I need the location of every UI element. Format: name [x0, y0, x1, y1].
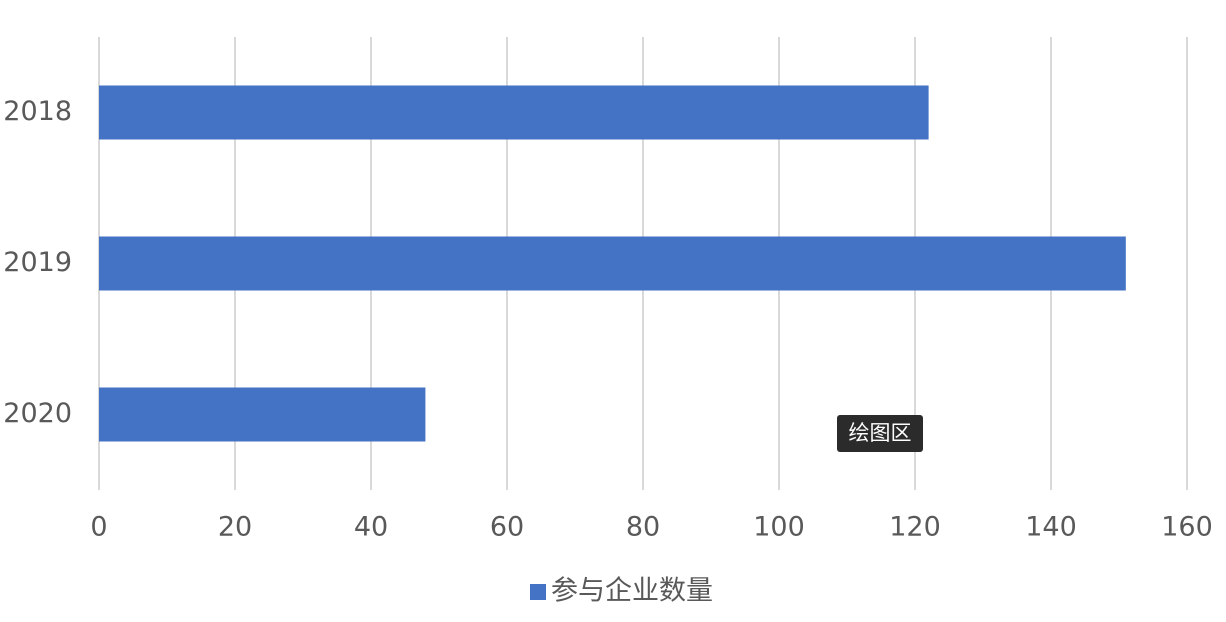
y-tick-label: 2020	[3, 398, 72, 429]
tooltip-text: 绘图区	[849, 421, 912, 445]
legend-label: 参与企业数量	[551, 576, 713, 607]
bar	[99, 85, 929, 140]
y-tick-label: 2018	[3, 96, 72, 127]
y-tick-label: 2019	[3, 247, 72, 278]
x-tick-label: 20	[218, 512, 252, 543]
x-tick-label: 100	[753, 512, 805, 543]
bar	[99, 387, 426, 442]
x-tick-label: 160	[1161, 512, 1213, 543]
legend-swatch	[530, 584, 546, 600]
x-tick-label: 80	[626, 512, 660, 543]
tooltip-box	[837, 415, 923, 452]
bar	[99, 236, 1126, 291]
x-tick-label: 140	[1025, 512, 1077, 543]
x-tick-label: 120	[889, 512, 941, 543]
x-tick-label: 60	[490, 512, 524, 543]
x-tick-label: 40	[354, 512, 388, 543]
tooltip: 绘图区	[837, 415, 923, 452]
x-tick-label: 0	[90, 512, 107, 543]
